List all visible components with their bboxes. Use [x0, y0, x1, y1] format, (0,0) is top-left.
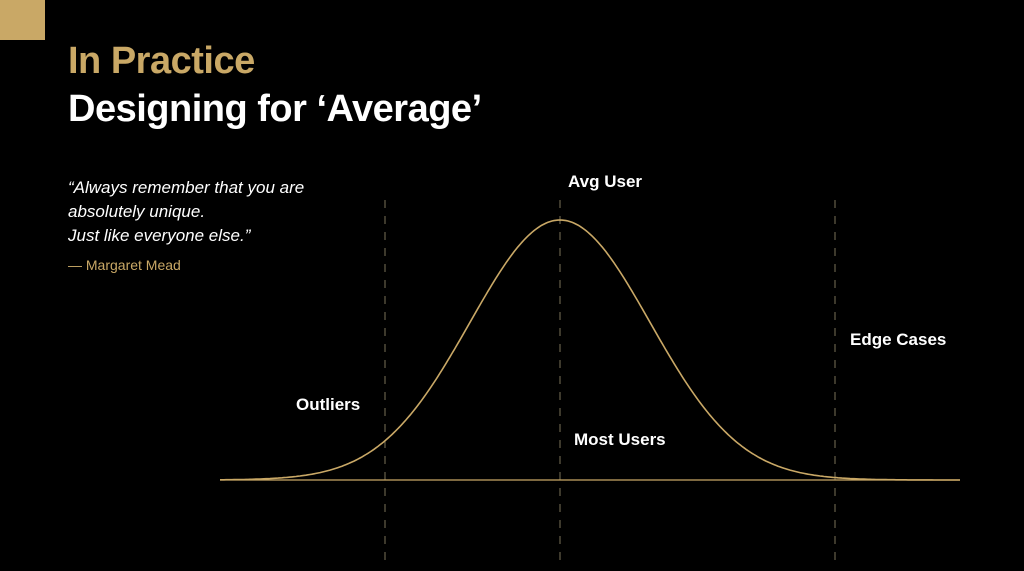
accent-block — [0, 0, 45, 40]
quote-author-name: Margaret Mead — [86, 257, 181, 273]
page-title: Designing for ‘Average’ — [68, 88, 482, 131]
chart-svg — [190, 160, 990, 560]
bell-curve-chart: Avg User Outliers Most Users Edge Cases — [190, 160, 990, 560]
quote-author-prefix: — — [68, 257, 86, 273]
label-most-users: Most Users — [574, 430, 666, 450]
label-edge-cases: Edge Cases — [850, 330, 946, 350]
eyebrow-heading: In Practice — [68, 40, 255, 83]
label-avg-user: Avg User — [568, 172, 642, 192]
label-outliers: Outliers — [296, 395, 360, 415]
